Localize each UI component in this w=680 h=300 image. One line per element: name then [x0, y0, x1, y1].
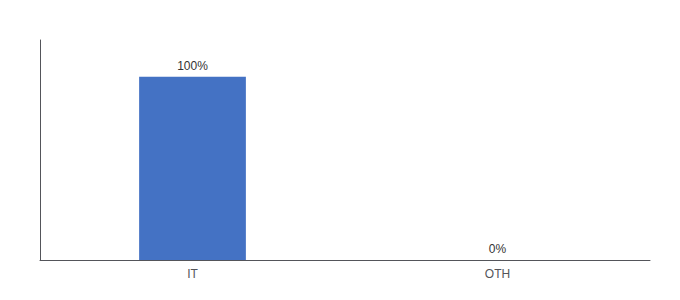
- svg-text:100%: 100%: [177, 59, 208, 73]
- svg-text:0%: 0%: [489, 242, 507, 256]
- svg-text:IT: IT: [187, 267, 198, 281]
- svg-text:OTH: OTH: [485, 267, 510, 281]
